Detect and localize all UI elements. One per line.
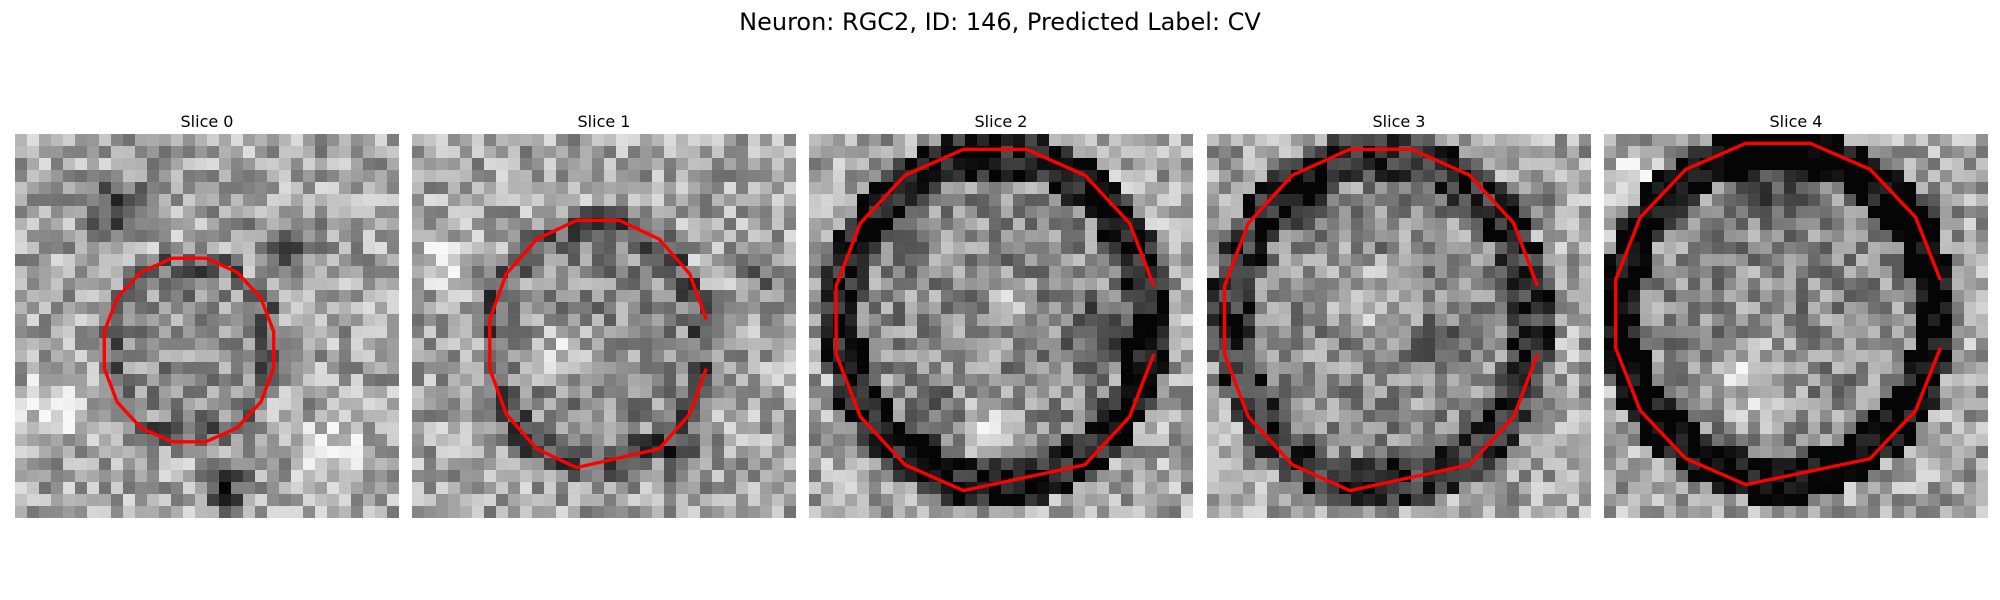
cell-contour xyxy=(834,147,1156,493)
slice-image xyxy=(15,134,399,518)
cell-contour xyxy=(102,256,276,444)
slice-panel-2: Slice 2 xyxy=(809,110,1193,518)
slice-panel-1: Slice 1 xyxy=(412,110,796,518)
slice-title: Slice 3 xyxy=(1372,112,1426,131)
slice-panel-4: Slice 4 xyxy=(1604,110,1988,518)
cell-contour xyxy=(488,218,708,470)
slice-image xyxy=(1604,134,1988,518)
slice-panel-0: Slice 0 xyxy=(15,110,399,518)
slice-title: Slice 4 xyxy=(1769,112,1823,131)
slice-image xyxy=(809,134,1193,518)
slice-image xyxy=(1207,134,1591,518)
cell-contour xyxy=(1613,141,1942,487)
slice-image xyxy=(412,134,796,518)
figure-title: Neuron: RGC2, ID: 146, Predicted Label: … xyxy=(739,8,1261,36)
cell-contour xyxy=(1222,147,1540,493)
slice-title: Slice 1 xyxy=(577,112,631,131)
slice-title: Slice 0 xyxy=(180,112,234,131)
slice-title: Slice 2 xyxy=(974,112,1028,131)
slice-panel-3: Slice 3 xyxy=(1207,110,1591,518)
